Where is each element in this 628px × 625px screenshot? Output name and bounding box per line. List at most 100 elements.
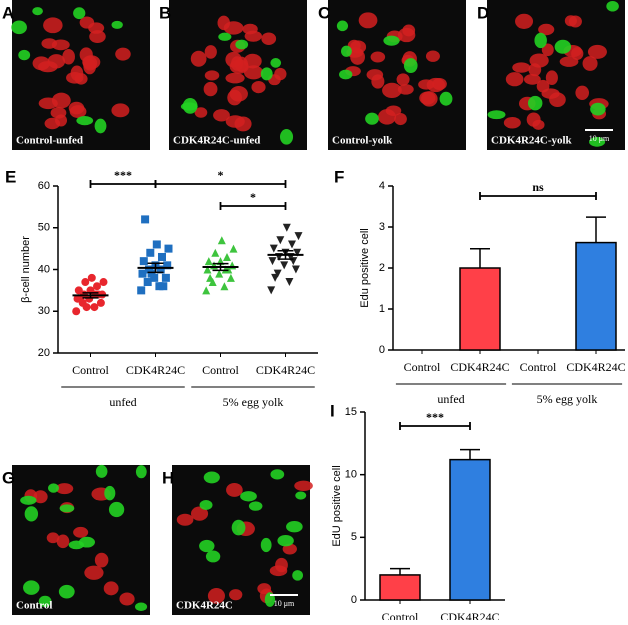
green-nucleus (336, 20, 349, 32)
red-nucleus (523, 74, 541, 85)
data-point (76, 294, 85, 303)
bar (449, 458, 491, 601)
data-point (217, 236, 226, 245)
panel-label: B (159, 3, 171, 22)
green-nucleus (534, 32, 547, 49)
micrograph (328, 0, 466, 150)
red-nucleus (176, 513, 194, 526)
green-nucleus (339, 69, 353, 80)
red-nucleus (370, 51, 386, 63)
red-nucleus (229, 589, 243, 601)
green-nucleus (48, 483, 59, 493)
red-nucleus (536, 79, 550, 93)
image-caption: CDK4R24C-unfed (173, 135, 260, 147)
y-axis-label: Edu positive cell (359, 228, 371, 308)
red-nucleus (545, 70, 558, 86)
micrograph (487, 0, 625, 150)
data-point (280, 261, 289, 270)
data-point (158, 252, 166, 261)
red-nucleus (213, 109, 230, 122)
green-nucleus (487, 110, 506, 120)
red-nucleus (54, 114, 68, 127)
green-nucleus (270, 469, 285, 480)
significance-bar (399, 422, 471, 430)
data-point (276, 236, 285, 245)
green-nucleus (270, 58, 282, 68)
significance-label: ns (532, 180, 544, 194)
red-nucleus (394, 112, 407, 126)
green-nucleus (279, 129, 294, 145)
y-tick-label: 0 (351, 594, 357, 606)
red-nucleus (541, 43, 554, 57)
red-nucleus (538, 23, 555, 36)
image-caption: Control-unfed (16, 135, 83, 147)
panel-label: F (334, 167, 344, 186)
red-nucleus (194, 107, 208, 118)
red-nucleus (515, 13, 534, 29)
y-tick-label: 15 (345, 406, 357, 418)
data-point (87, 273, 96, 282)
red-nucleus (207, 588, 225, 604)
data-point (146, 248, 155, 257)
red-nucleus (62, 48, 75, 65)
data-point (204, 257, 213, 266)
data-point (137, 286, 146, 295)
data-point (90, 303, 99, 312)
data-point (206, 273, 215, 282)
red-nucleus (532, 119, 545, 130)
micrograph (12, 464, 150, 615)
green-nucleus (383, 35, 400, 46)
scale-label: 10 μm (274, 599, 295, 608)
red-nucleus (46, 532, 60, 544)
green-nucleus (554, 39, 572, 54)
red-nucleus (559, 56, 579, 67)
red-nucleus (366, 69, 384, 81)
red-nucleus (32, 56, 51, 71)
y-tick-label: 40 (38, 263, 50, 275)
data-point (139, 257, 148, 266)
green-nucleus (20, 495, 37, 505)
green-nucleus (32, 7, 43, 16)
data-point (211, 248, 220, 257)
bar (459, 267, 501, 351)
y-tick-label: 4 (379, 180, 385, 192)
green-nucleus (24, 506, 39, 522)
data-point (138, 269, 147, 278)
red-nucleus (505, 72, 524, 87)
green-nucleus (365, 112, 379, 125)
red-nucleus (575, 85, 590, 100)
significance-label: * (250, 190, 256, 204)
green-nucleus (18, 49, 31, 61)
red-nucleus (358, 12, 378, 29)
group-label: unfed (109, 395, 136, 409)
data-point (220, 282, 229, 291)
red-nucleus (47, 54, 66, 69)
red-nucleus (261, 32, 277, 45)
data-point (271, 273, 280, 282)
group-label: 5% egg yolk (223, 395, 284, 409)
y-tick-label: 60 (38, 180, 50, 192)
red-nucleus (397, 84, 414, 95)
bar (379, 574, 421, 601)
green-nucleus (135, 602, 148, 611)
error-bar (147, 262, 164, 274)
data-point (224, 265, 233, 274)
red-nucleus (269, 565, 288, 577)
red-nucleus (119, 592, 135, 606)
green-nucleus (218, 32, 232, 41)
data-point (273, 269, 282, 278)
significance-bar (479, 192, 597, 200)
data-point (226, 273, 235, 282)
data-point (285, 278, 294, 287)
image-caption: Control-yolk (332, 135, 393, 147)
green-nucleus (78, 536, 95, 548)
green-nucleus (260, 537, 272, 553)
green-nucleus (277, 535, 294, 547)
red-nucleus (396, 73, 410, 86)
data-point (268, 257, 277, 266)
x-tick-label: CDK4R24C (440, 610, 499, 620)
green-nucleus (38, 595, 52, 608)
data-point (82, 303, 91, 312)
y-tick-label: 3 (379, 221, 385, 233)
panel-label: I (330, 401, 335, 420)
